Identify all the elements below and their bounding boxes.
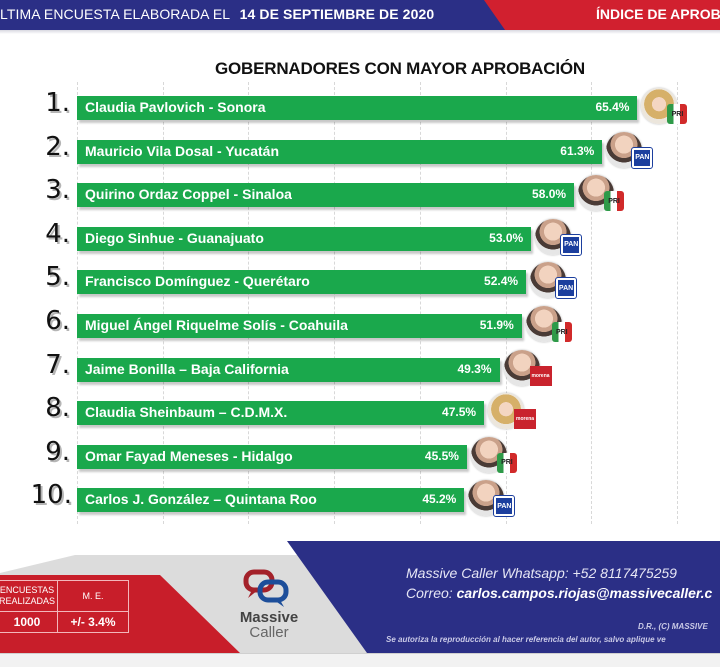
gridline bbox=[591, 82, 593, 524]
email-label: Correo: bbox=[406, 585, 453, 601]
data-label: 47.5% bbox=[442, 405, 477, 420]
data-label: 61.3% bbox=[560, 143, 595, 158]
bar: Jaime Bonilla – Baja California 49.3% bbox=[77, 357, 500, 382]
bar-label: Claudia Pavlovich - Sonora bbox=[85, 99, 266, 115]
data-label: 53.0% bbox=[489, 230, 524, 245]
gridline bbox=[77, 82, 78, 524]
section-title: ÍNDICE DE APROB bbox=[596, 6, 720, 22]
pri-logo-icon: PRI bbox=[604, 191, 625, 212]
chart-title: GOBERNADORES CON MAYOR APROBACIÓN bbox=[215, 59, 585, 78]
bar: Quirino Ordaz Coppel - Sinaloa 58.0% bbox=[77, 183, 575, 208]
data-label: 49.3% bbox=[457, 361, 492, 376]
logo-word-massive: Massive bbox=[239, 609, 299, 626]
bar-label: Diego Sinhue - Guanajuato bbox=[85, 229, 264, 246]
top-banner-shadow bbox=[0, 30, 720, 34]
bar: Francisco Domínguez - Querétaro 52.4% bbox=[77, 270, 527, 295]
top-banner: LTIMA ENCUESTA ELABORADA EL 14 DE SEPTIE… bbox=[0, 0, 720, 30]
gridline bbox=[248, 82, 250, 524]
gridline bbox=[162, 82, 164, 524]
bar: Omar Fayad Meneses - Hidalgo 45.5% bbox=[77, 444, 467, 469]
footer-bottom-strip bbox=[0, 653, 720, 667]
data-label: 45.2% bbox=[422, 492, 457, 507]
rank-number: 6. bbox=[45, 306, 70, 336]
rank-number: 3. bbox=[45, 175, 70, 206]
gridline bbox=[676, 82, 678, 524]
pan-logo-icon: PAN bbox=[493, 495, 516, 518]
bar: Diego Sinhue - Guanajuato 53.0% bbox=[77, 226, 532, 251]
gridline bbox=[419, 82, 421, 524]
bar: Claudia Pavlovich - Sonora 65.4% bbox=[77, 96, 638, 120]
bar-label: Omar Fayad Meneses - Hidalgo bbox=[85, 447, 293, 464]
data-label: 58.0% bbox=[532, 187, 567, 202]
margin-value: +/- 3.4% bbox=[57, 611, 129, 633]
rank-number: 2. bbox=[45, 131, 70, 162]
gridline bbox=[505, 82, 507, 524]
morena-logo-icon: morena bbox=[514, 409, 537, 430]
bar-label: Claudia Sheinbaum – C.D.M.X. bbox=[85, 404, 288, 421]
bar: Claudia Sheinbaum – C.D.M.X. 47.5% bbox=[77, 401, 485, 426]
pan-logo-icon: PAN bbox=[631, 146, 654, 169]
rank-number: 8. bbox=[45, 393, 70, 424]
whatsapp-line: Massive Caller Whatsapp: +52 8117475259 bbox=[406, 565, 677, 581]
logo-word-caller: Caller bbox=[249, 624, 289, 641]
bar-label: Francisco Domínguez - Querétaro bbox=[85, 273, 310, 290]
morena-logo-icon: morena bbox=[529, 365, 552, 386]
rank-number: 9. bbox=[45, 436, 70, 467]
pan-logo-icon: PAN bbox=[560, 233, 583, 256]
bar: Miguel Ángel Riquelme Solís - Coahuila 51… bbox=[77, 314, 522, 338]
rank-number: 1. bbox=[45, 88, 70, 118]
surveys-value: 1000 bbox=[0, 611, 58, 633]
data-label: 52.4% bbox=[484, 274, 519, 289]
gridline bbox=[334, 82, 336, 524]
bar-label: Mauricio Vila Dosal - Yucatán bbox=[85, 142, 279, 159]
pri-logo-icon: PRI bbox=[496, 452, 517, 473]
rank-number: 4. bbox=[45, 218, 70, 249]
footer-blue-band bbox=[287, 541, 720, 653]
survey-date: 14 DE SEPTIEMBRE DE 2020 bbox=[239, 6, 435, 22]
rank-number: 5. bbox=[45, 262, 70, 293]
bar: Carlos J. González – Quintana Roo 45.2% bbox=[77, 488, 465, 513]
margin-header: M. E. bbox=[57, 580, 129, 612]
bar: Mauricio Vila Dosal - Yucatán 61.3% bbox=[77, 139, 603, 164]
email-line: Correo: carlos.campos.riojas@massivecall… bbox=[406, 585, 712, 601]
rank-number: 7. bbox=[45, 349, 70, 380]
data-label: 65.4% bbox=[595, 100, 630, 114]
pri-logo-icon: PRI bbox=[667, 104, 688, 124]
email-address[interactable]: carlos.campos.riojas@massivecaller.c bbox=[456, 585, 713, 601]
data-label: 51.9% bbox=[479, 318, 514, 332]
pri-logo-icon: PRI bbox=[551, 322, 572, 342]
rights-line-1: D.R., (C) MASSIVE bbox=[638, 622, 708, 631]
survey-stats-table: ENCUESTAS REALIZADAS M. E. 1000 +/- 3.4% bbox=[0, 580, 129, 633]
massive-caller-logo-icon bbox=[243, 569, 289, 607]
bar-label: Carlos J. González – Quintana Roo bbox=[85, 491, 317, 508]
survey-date-prefix: LTIMA ENCUESTA ELABORADA EL bbox=[0, 6, 230, 22]
data-label: 45.5% bbox=[424, 448, 459, 463]
bar-label: Quirino Ordaz Coppel - Sinaloa bbox=[85, 186, 292, 203]
rank-number: 10. bbox=[30, 480, 72, 511]
bar-label: Jaime Bonilla – Baja California bbox=[85, 360, 289, 377]
bar-chart: 1. Claudia Pavlovich - Sonora 65.4% PRI 2. Ma… bbox=[0, 82, 720, 527]
pan-logo-icon: PAN bbox=[555, 277, 578, 300]
survey-date-line: LTIMA ENCUESTA ELABORADA EL 14 DE SEPTIE… bbox=[0, 6, 434, 22]
bar-label: Miguel Ángel Riquelme Solís - Coahuila bbox=[85, 317, 348, 333]
rights-line-2: Se autoriza la reproducción al hacer ref… bbox=[386, 635, 666, 644]
surveys-header: ENCUESTAS REALIZADAS bbox=[0, 580, 58, 612]
